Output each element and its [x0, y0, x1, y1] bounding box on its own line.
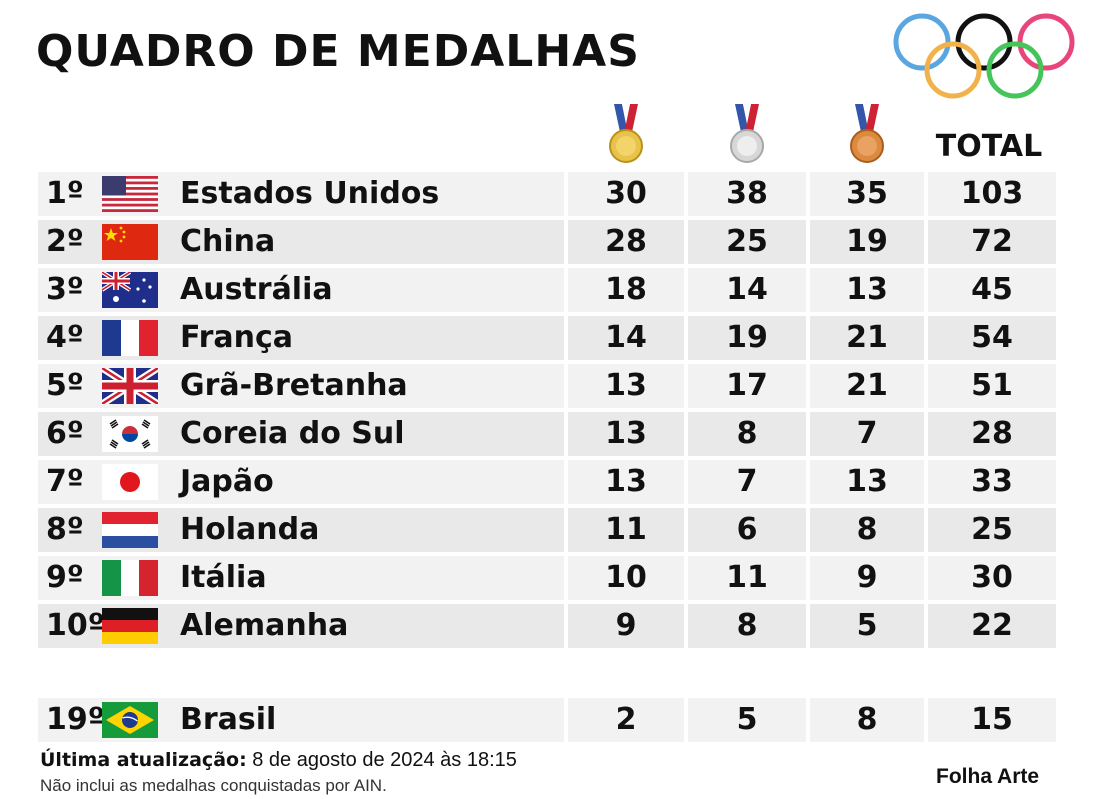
- brazil-flag-icon: [102, 702, 158, 738]
- silver-count: 7: [736, 464, 758, 499]
- bronze-count: 13: [846, 272, 888, 307]
- south-korea-flag-icon: [102, 416, 158, 452]
- silver-count: 19: [726, 320, 768, 355]
- gold-count: 10: [605, 560, 647, 595]
- silver-count: 8: [736, 608, 758, 643]
- silver-medal-icon: [730, 104, 764, 163]
- country-name: Holanda: [180, 512, 320, 547]
- silver-count: 38: [726, 176, 768, 211]
- gold-count: 9: [615, 608, 637, 643]
- table-row-brasil: 19º Brasil 2 5 8 15: [0, 698, 1096, 742]
- country-name: Brasil: [180, 702, 277, 737]
- total-count: 22: [971, 608, 1013, 643]
- bronze-count: 35: [846, 176, 888, 211]
- silver-count: 25: [726, 224, 768, 259]
- rank: 1º: [46, 176, 84, 211]
- total-count: 30: [971, 560, 1013, 595]
- rank: 10º: [46, 608, 105, 643]
- bronze-count: 13: [846, 464, 888, 499]
- table-row: 1º Estados Unidos 30 38 35 103: [0, 172, 1096, 216]
- bronze-count: 21: [846, 368, 888, 403]
- total-count: 103: [960, 176, 1024, 211]
- bronze-count: 21: [846, 320, 888, 355]
- japan-flag-icon: [102, 464, 158, 500]
- bronze-count: 19: [846, 224, 888, 259]
- country-name: Itália: [180, 560, 267, 595]
- gold-count: 13: [605, 368, 647, 403]
- country-name: Japão: [180, 464, 274, 499]
- country-name: Coreia do Sul: [180, 416, 405, 451]
- silver-count: 5: [736, 702, 758, 737]
- australia-flag-icon: [102, 272, 158, 308]
- rank: 2º: [46, 224, 84, 259]
- rank: 7º: [46, 464, 84, 499]
- gold-medal-icon: [609, 104, 643, 163]
- rank: 6º: [46, 416, 84, 451]
- silver-count: 17: [726, 368, 768, 403]
- silver-count: 6: [736, 512, 758, 547]
- credit: Folha Arte: [936, 765, 1040, 788]
- gold-count: 13: [605, 464, 647, 499]
- bronze-medal-icon: [850, 104, 884, 163]
- gold-count: 28: [605, 224, 647, 259]
- uk-flag-icon: [102, 368, 158, 404]
- rank: 3º: [46, 272, 84, 307]
- usa-flag-icon: [102, 176, 158, 212]
- gold-count: 11: [605, 512, 647, 547]
- total-column-header: TOTAL: [935, 129, 1043, 164]
- italy-flag-icon: [102, 560, 158, 596]
- table-row: 8º Holanda 11 6 8 25: [0, 508, 1096, 552]
- table-row: 9º Itália 10 11 9 30: [0, 556, 1096, 600]
- gold-count: 2: [615, 702, 637, 737]
- country-name: Estados Unidos: [180, 176, 440, 211]
- rank: 5º: [46, 368, 84, 403]
- silver-count: 14: [726, 272, 768, 307]
- table-row: 10º Alemanha 9 8 5 22: [0, 604, 1096, 648]
- gold-count: 14: [605, 320, 647, 355]
- total-count: 72: [971, 224, 1013, 259]
- netherlands-flag-icon: [102, 512, 158, 548]
- bronze-count: 9: [856, 560, 878, 595]
- country-name: China: [180, 224, 276, 259]
- bronze-count: 8: [856, 702, 878, 737]
- china-flag-icon: [102, 224, 158, 260]
- table-row: 3º Austrália 18 14 13 45: [0, 268, 1096, 312]
- table-row: 4º França 14 19 21 54: [0, 316, 1096, 360]
- country-name: Grã-Bretanha: [180, 368, 408, 403]
- country-name: Alemanha: [180, 608, 349, 643]
- bronze-count: 7: [856, 416, 878, 451]
- silver-count: 8: [736, 416, 758, 451]
- silver-count: 11: [726, 560, 768, 595]
- total-count: 25: [971, 512, 1013, 547]
- rank: 4º: [46, 320, 84, 355]
- table-row: 5º Grã-Bretanha 13 17 21 51: [0, 364, 1096, 408]
- last-update-label: Última atualização:: [40, 749, 247, 771]
- total-count: 15: [971, 702, 1013, 737]
- footnote: Não inclui as medalhas conquistadas por …: [40, 776, 387, 795]
- last-update-value: 8 de agosto de 2024 às 18:15: [246, 749, 517, 771]
- total-count: 28: [971, 416, 1013, 451]
- olympic-rings-icon: [893, 13, 1075, 99]
- total-count: 45: [971, 272, 1013, 307]
- rank: 8º: [46, 512, 84, 547]
- germany-flag-icon: [102, 608, 158, 644]
- table-row: 7º Japão 13 7 13 33: [0, 460, 1096, 504]
- gold-count: 13: [605, 416, 647, 451]
- gold-count: 18: [605, 272, 647, 307]
- table-row: 2º China 28 25 19 72: [0, 220, 1096, 264]
- gold-count: 30: [605, 176, 647, 211]
- bronze-count: 5: [856, 608, 878, 643]
- total-count: 54: [971, 320, 1013, 355]
- total-count: 33: [971, 464, 1013, 499]
- page-title: QUADRO DE MEDALHAS: [36, 26, 640, 77]
- table-row: 6º Coreia do Sul 13 8 7 28: [0, 412, 1096, 456]
- last-update: Última atualização: 8 de agosto de 2024 …: [40, 750, 517, 770]
- france-flag-icon: [102, 320, 158, 356]
- rank: 19º: [46, 702, 105, 737]
- country-name: França: [180, 320, 293, 355]
- total-count: 51: [971, 368, 1013, 403]
- country-name: Austrália: [180, 272, 333, 307]
- rank: 9º: [46, 560, 84, 595]
- bronze-count: 8: [856, 512, 878, 547]
